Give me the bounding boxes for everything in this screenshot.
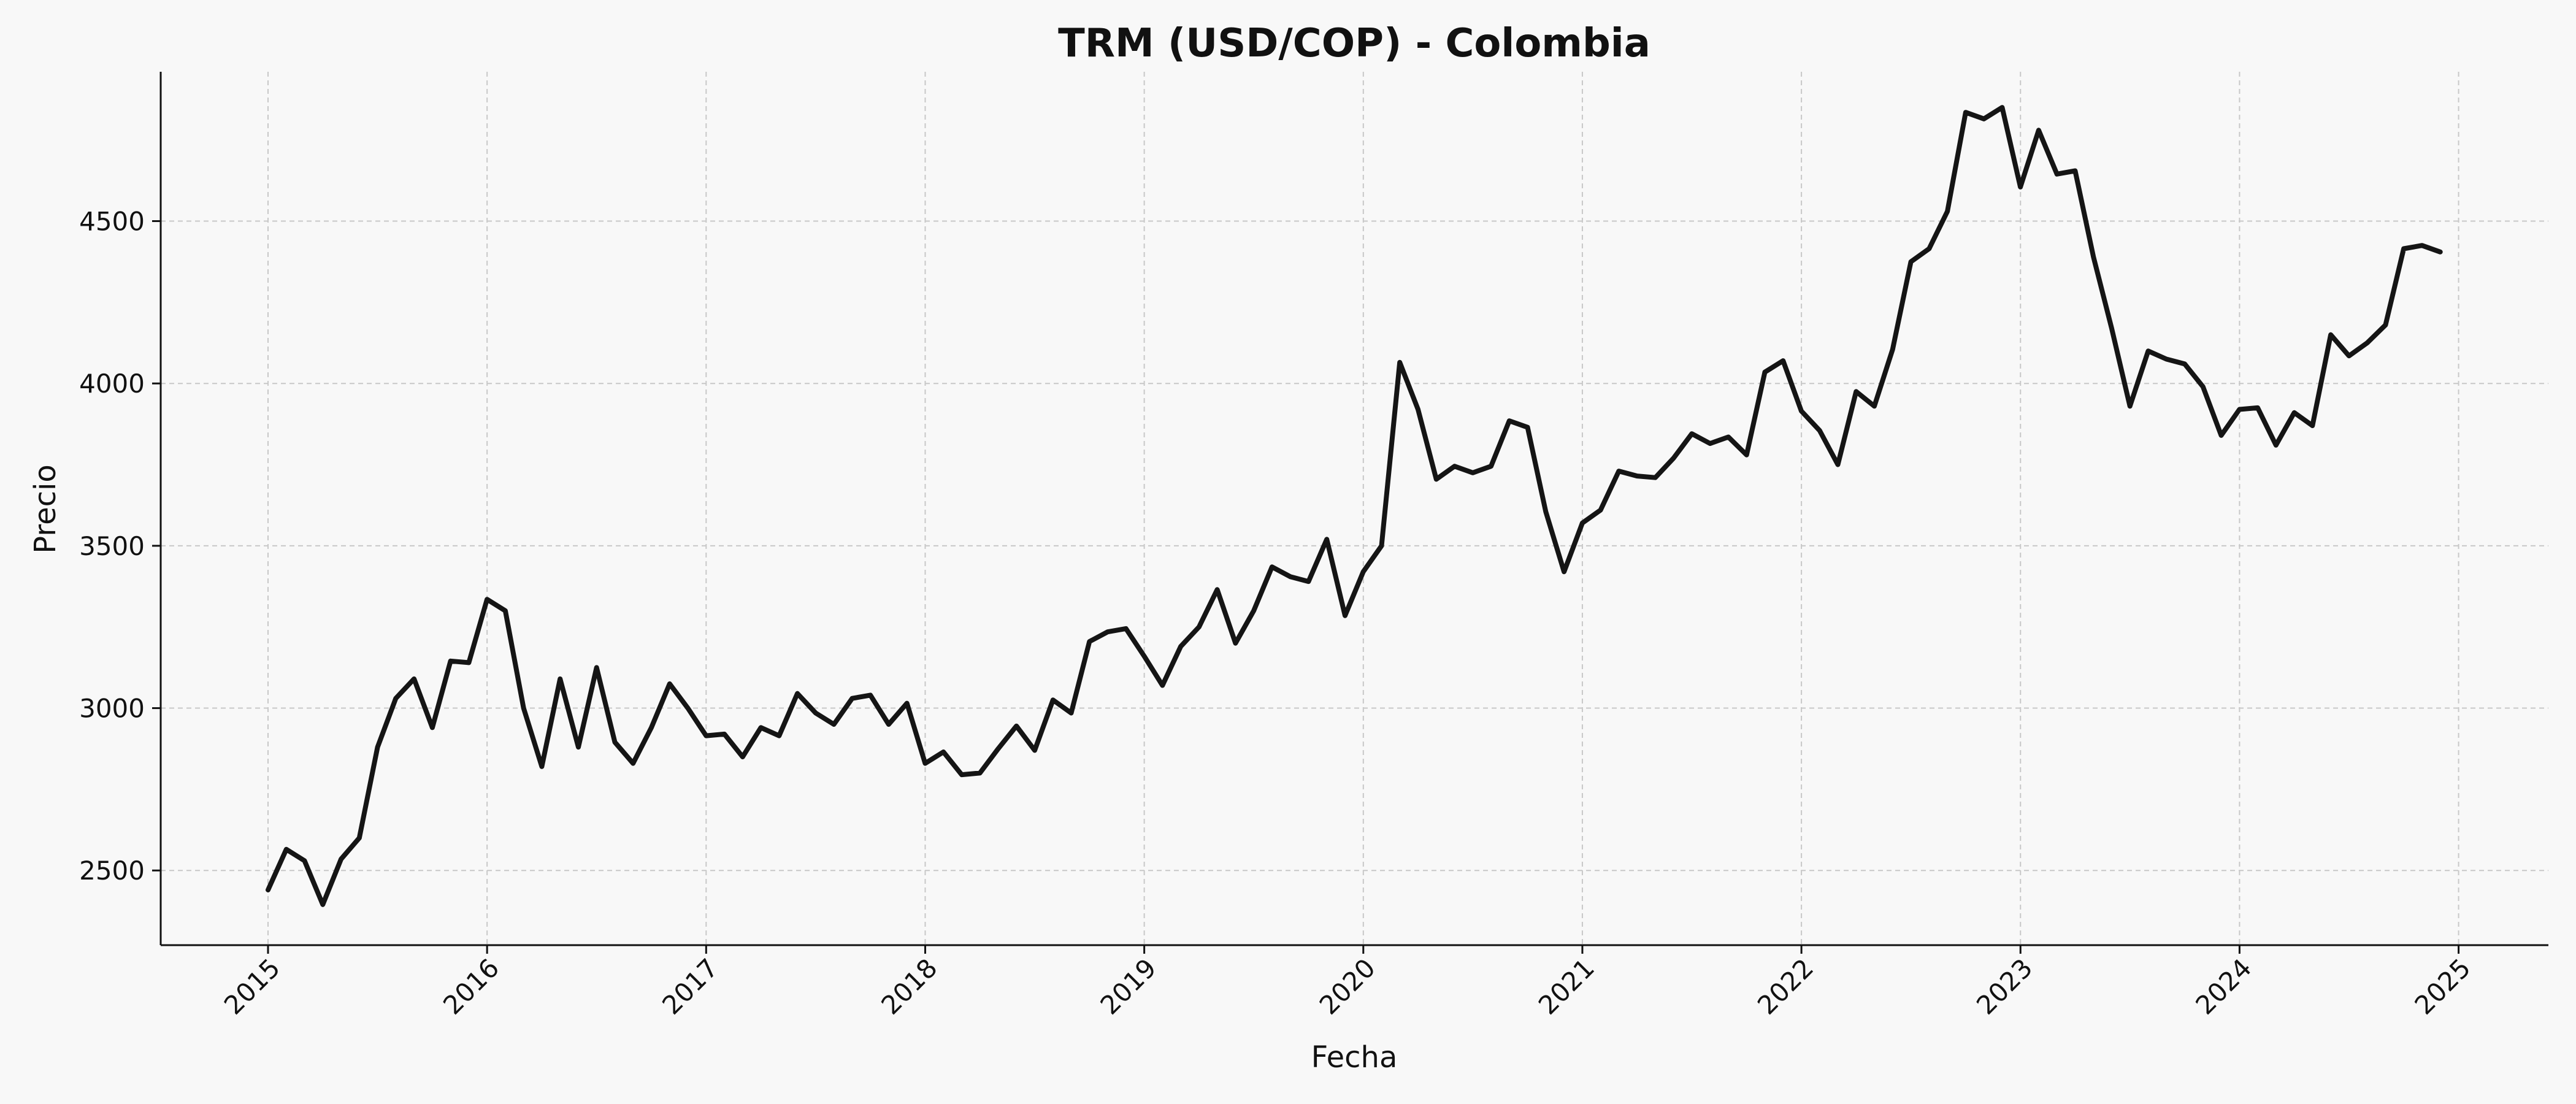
y-tick-label: 4000 [79, 369, 145, 399]
y-tick-label: 3000 [79, 694, 145, 724]
x-tick-label: 2020 [1314, 953, 1381, 1020]
x-tick-label: 2017 [656, 953, 724, 1020]
x-tick-label: 2018 [875, 953, 943, 1020]
y-axis-label: Precio [28, 464, 63, 553]
series-layer [266, 105, 2443, 907]
y-tick-label: 3500 [79, 531, 145, 561]
trm-series-line [266, 105, 2443, 907]
x-tick-label: 2022 [1752, 953, 1819, 1020]
x-tick-label: 2016 [437, 953, 505, 1020]
x-ticks: 2015 2016 2017 2018 2019 2020 2021 2022 2023 2024… [218, 945, 2477, 1021]
x-tick-label: 2024 [2190, 953, 2257, 1020]
axes [159, 72, 2548, 946]
grid [161, 72, 2548, 945]
x-tick-label: 2025 [2409, 953, 2476, 1020]
y-ticks: 2500 3000 3500 4000 4500 [79, 207, 161, 886]
x-tick-label: 2019 [1094, 953, 1162, 1020]
x-axis-label: Fecha [1311, 1040, 1398, 1075]
x-tick-label: 2023 [1971, 953, 2038, 1020]
x-tick-label: 2021 [1533, 953, 1600, 1020]
y-tick-label: 2500 [79, 856, 145, 886]
y-tick-label: 4500 [79, 207, 145, 237]
x-tick-label: 2015 [218, 953, 286, 1020]
chart-title: TRM (USD/COP) - Colombia [1058, 21, 1650, 66]
